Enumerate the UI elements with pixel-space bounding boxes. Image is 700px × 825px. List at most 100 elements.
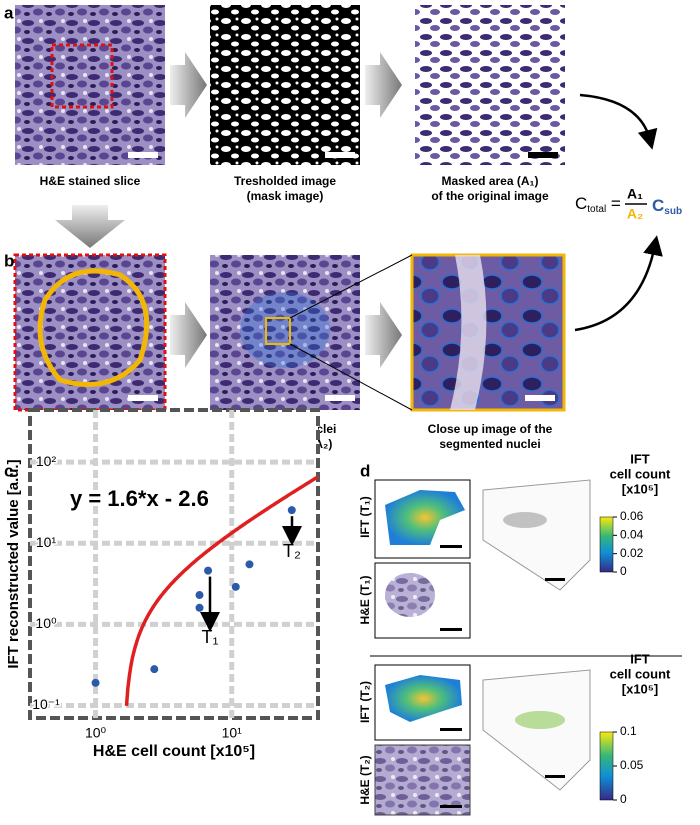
colorbar-title: [x10⁵] [622,681,658,696]
panel-label: a [4,3,14,22]
scale-bar [325,152,355,158]
masked-image [415,5,565,165]
sub: sub [664,206,682,217]
denominator: A₂ [627,206,643,222]
c: C [575,194,587,213]
colorbar-tick-label: 0.06 [620,509,644,523]
formula-lhs: Ctotal = [575,194,621,214]
colorbar [599,731,614,801]
he-image [15,5,165,165]
y-tick-label: 10⁰ [35,615,57,631]
colorbar-title: cell count [610,666,671,681]
fit-equation: y = 1.6*x - 2.6 [70,486,209,511]
point [287,506,296,515]
zoom-line [289,343,413,411]
caption: (mask image) [247,189,324,203]
formula-factor: Csub [652,196,682,216]
curved-arrow [574,235,663,332]
point [91,678,100,687]
caption: Close up image of the [428,422,553,436]
scale-bar [440,805,462,808]
scale-bar [128,395,158,401]
y-tick-label: 10⁻¹ [32,696,60,712]
scale-bar [545,578,565,581]
colorbar-title: IFT [630,651,650,666]
colorbar-tick-label: 0.05 [620,758,644,772]
closeup-feature [450,255,487,410]
curved-arrow [579,93,658,150]
numerator: A₁ [627,186,643,202]
ift-heatmap [385,490,465,545]
fit-line [124,475,319,707]
arrow [55,205,125,248]
scale-bar [440,728,462,731]
scale-bar [128,152,158,158]
equals: = [606,194,621,213]
caption: of the original image [431,189,549,203]
y-tick-label: 10² [36,453,57,469]
point [245,560,254,569]
annotation: T₂ [283,541,301,561]
arrow [170,302,207,368]
colorbar-tick-label: 0 [620,792,627,806]
x-tick-label: 10¹ [222,725,243,741]
colorbar-tick-label: 0.02 [620,546,644,560]
mask-image [210,5,360,165]
point [231,582,240,591]
he-image-d [374,744,471,816]
caption: H&E stained slice [40,174,141,188]
plot-area [28,408,320,720]
caption: Tresholded image [234,174,336,188]
projection [515,711,565,729]
colorbar-tick-label: 0.04 [620,528,644,542]
y-tick-label: 10¹ [36,534,57,550]
y-axis-label: IFT reconstructed value [a.u.] [5,459,22,668]
x-axis-label: H&E cell count [x10⁵] [93,743,255,760]
sub: total [587,204,606,215]
row-label: H&E (T₁) [358,576,372,625]
caption: segmented nuclei [439,437,540,451]
segmented-image [210,255,360,410]
panel-label: b [4,251,14,270]
scale-bar [545,775,565,778]
panel-label: c [4,461,13,480]
tissue [385,573,435,617]
row-label: IFT (T₂) [358,681,372,723]
closeup-image [410,253,566,412]
annotation: T₁ [201,627,218,647]
scale-bar [440,628,462,631]
plot-3d [482,669,591,791]
caption: Masked area (A₁) [441,174,538,188]
panel-label: d [360,461,370,480]
colorbar-tick-label: 0 [620,564,627,578]
scale-bar [525,395,555,401]
colorbar [599,516,614,573]
projection [503,512,547,528]
ift-heatmap [385,675,462,722]
colorbar-tick-label: 0.1 [620,724,637,738]
point [195,591,204,600]
point [150,665,159,674]
scale-bar [528,152,558,158]
scale-bar [325,395,355,401]
x-tick-label: 10⁰ [85,725,107,741]
arrow [170,52,207,118]
zoom-box [265,317,291,345]
row-label: H&E (T₂) [358,755,372,804]
arrow [365,52,402,118]
point [195,603,204,612]
colorbar-title: cell count [610,466,671,481]
point [204,566,213,575]
subarea-outline [37,268,150,387]
segmentation-overlay [240,292,330,368]
arrow [365,302,402,368]
c: C [652,196,664,215]
scale-bar [440,545,462,548]
colorbar-title: [x10⁵] [622,481,658,496]
plot-3d [482,479,591,591]
roi-box [50,43,114,109]
zoom-line [289,254,413,319]
colorbar-title: IFT [630,451,650,466]
